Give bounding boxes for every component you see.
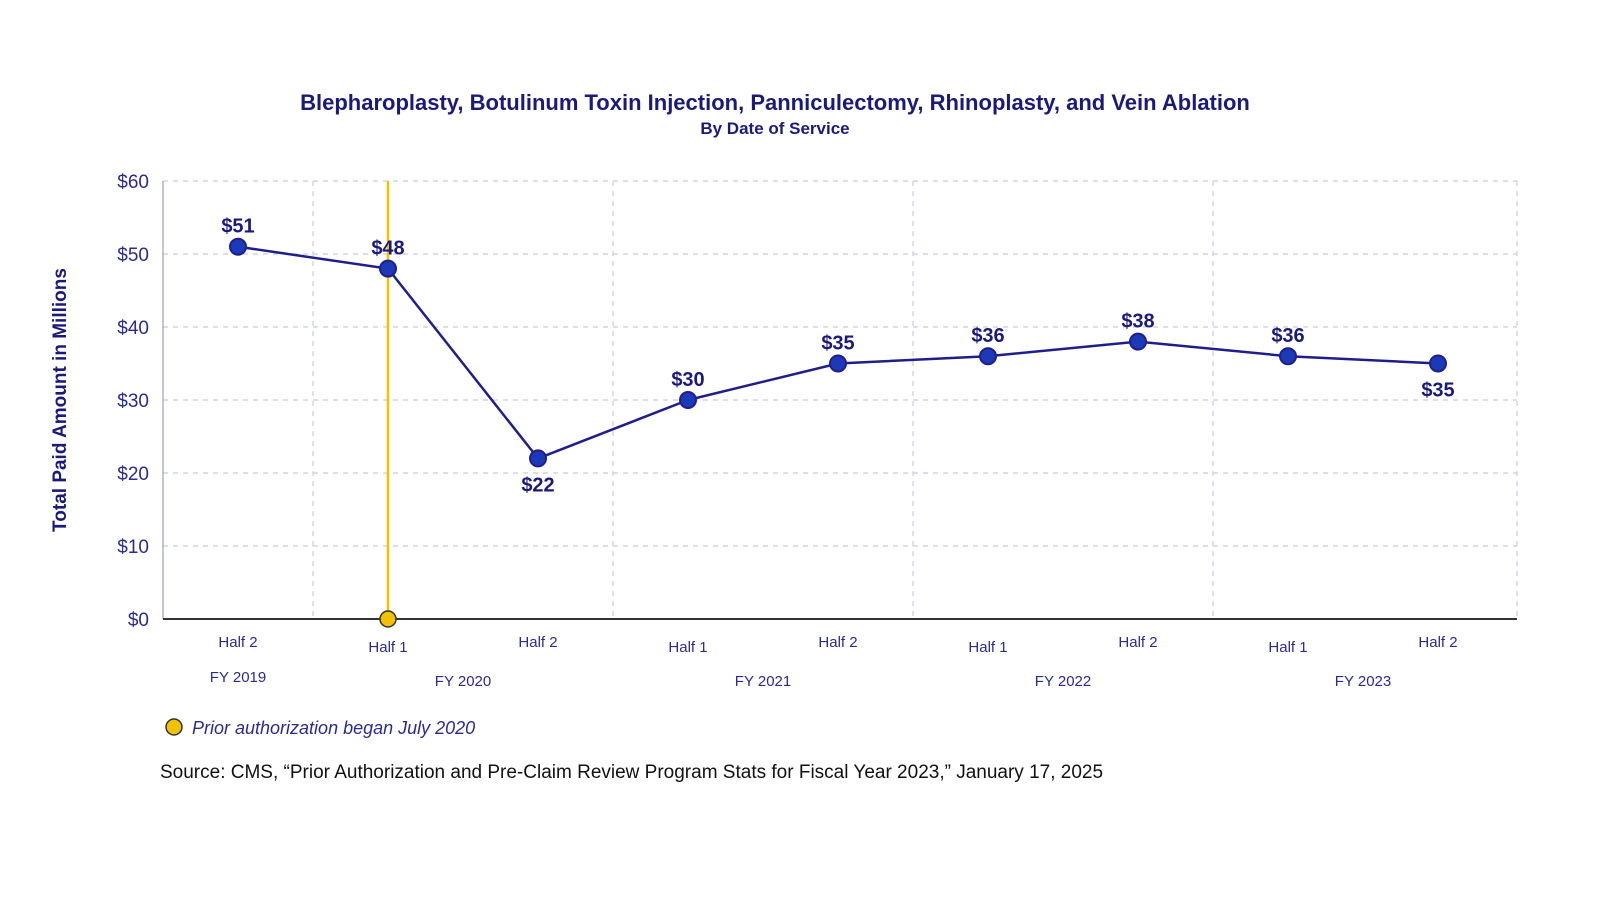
y-tick-label-6: $60: [117, 172, 149, 193]
fiscal-year-label-3: FY 2022: [1035, 673, 1091, 690]
data-point-4: [829, 354, 847, 373]
data-label-2: $22: [521, 474, 554, 496]
data-label-8: $35: [1421, 380, 1454, 402]
y-tick-label-0: $0: [128, 610, 149, 631]
legend-marker-icon: [165, 718, 183, 736]
fiscal-year-label-0: FY 2019: [210, 669, 266, 686]
grid: [163, 180, 1518, 619]
y-tick-label-5: $50: [117, 245, 149, 266]
data-label-3: $30: [671, 369, 704, 391]
x-tick-label-0: Half 2: [218, 634, 257, 651]
series-line-group: [229, 237, 1447, 468]
x-tick-label-1: Half 1: [368, 639, 407, 656]
fiscal-year-label-2: FY 2021: [735, 673, 791, 690]
x-tick-label-4: Half 2: [818, 634, 857, 651]
source-note: Source: CMS, “Prior Authorization and Pr…: [160, 762, 1103, 783]
chart-title: Blepharoplasty, Botulinum Toxin Injectio…: [300, 90, 1250, 115]
legend-label: Prior authorization began July 2020: [192, 718, 475, 738]
x-tick-label-8: Half 2: [1418, 634, 1457, 651]
data-point-5: [979, 347, 997, 366]
prior-auth-point: [379, 610, 397, 628]
x-tick-label-3: Half 1: [668, 639, 707, 656]
data-label-4: $35: [821, 333, 854, 355]
data-labels: $51 $48 $22 $30 $35 $36 $38 $36 $35: [221, 216, 1454, 497]
data-point-2: [529, 449, 547, 468]
data-label-0: $51: [221, 216, 254, 238]
legend: Prior authorization began July 2020: [165, 718, 475, 738]
data-point-0: [229, 237, 247, 256]
x-tick-label-6: Half 2: [1118, 634, 1157, 651]
fiscal-year-labels: FY 2019 FY 2020 FY 2021 FY 2022 FY 2023: [210, 669, 1391, 690]
x-tick-label-5: Half 1: [968, 639, 1007, 656]
fiscal-year-label-4: FY 2023: [1335, 673, 1391, 690]
data-point-7: [1279, 347, 1297, 366]
x-tick-label-7: Half 1: [1268, 639, 1307, 656]
y-tick-label-3: $30: [117, 391, 149, 412]
y-tick-label-4: $40: [117, 318, 149, 339]
data-point-3: [679, 391, 697, 409]
data-point-6: [1129, 332, 1147, 351]
data-label-6: $38: [1121, 311, 1154, 333]
data-point-8: [1429, 354, 1447, 373]
y-axis-label: Total Paid Amount in Millions: [50, 268, 71, 532]
y-tick-label-1: $10: [117, 537, 149, 558]
chart-subtitle: By Date of Service: [700, 119, 849, 138]
prior-auth-marker: [379, 181, 397, 628]
data-label-7: $36: [1271, 325, 1304, 347]
data-label-1: $48: [371, 238, 404, 260]
axes: $0 $10 $20 $30 $40 $50 $60: [117, 172, 1517, 631]
data-label-5: $36: [971, 325, 1004, 347]
x-tick-label-2: Half 2: [518, 634, 557, 651]
data-point-1: [379, 259, 397, 278]
x-tick-labels: Half 2 Half 1 Half 2 Half 1 Half 2 Half 1 Half…: [218, 634, 1457, 656]
fiscal-year-label-1: FY 2020: [435, 673, 491, 690]
y-tick-label-2: $20: [117, 464, 149, 485]
